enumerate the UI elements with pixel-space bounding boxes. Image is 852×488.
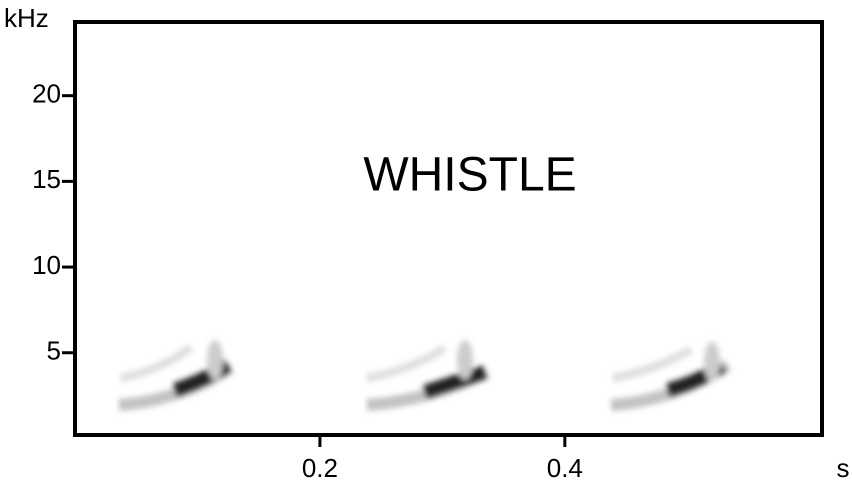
- plot-frame: [73, 20, 824, 437]
- y-tick-label: 15: [32, 164, 61, 194]
- y-axis-label: kHz: [4, 3, 49, 33]
- call: [611, 342, 732, 411]
- spectrogram-traces: [119, 340, 732, 411]
- call: [119, 340, 234, 411]
- annotation: WHISTLE: [363, 149, 576, 202]
- y-tick-label: 5: [47, 336, 61, 366]
- y-tick-label: 10: [32, 250, 61, 280]
- call: [367, 340, 491, 411]
- x-tick-label: 0.2: [302, 453, 338, 483]
- x-tick-label: 0.4: [547, 453, 583, 483]
- y-tick-label: 20: [32, 79, 61, 109]
- x-axis-label: s: [837, 453, 850, 483]
